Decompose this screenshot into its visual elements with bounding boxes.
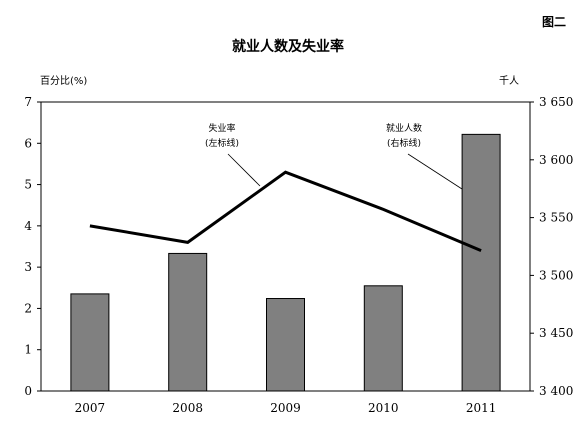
right-tick-label: 3 400: [539, 384, 573, 398]
left-tick-label: 4: [24, 219, 32, 233]
annotation-employment-line2: (右标线): [387, 137, 421, 149]
left-tick-label: 2: [24, 301, 32, 315]
annotation-employment-line1: 就业人数: [386, 122, 422, 134]
line-series-unemployment: [89, 170, 482, 253]
right-tick-label: 3 650: [539, 95, 573, 109]
bar-2011: [461, 133, 501, 392]
x-tick-label: 2008: [172, 401, 203, 415]
bars-layer: [70, 133, 501, 392]
annotation-unemployment-line1: 失业率: [208, 122, 235, 134]
annotation-unemployment-leader: [227, 153, 261, 187]
x-tick-label: 2009: [270, 401, 301, 415]
bar-2009: [266, 298, 305, 392]
right-tick-label: 3 450: [539, 326, 573, 340]
annotation-employment-leader: [407, 153, 463, 190]
left-axis-label: 百分比(%): [40, 75, 87, 87]
x-ticks-layer: 2007 2008 2009 2010 2011: [75, 401, 497, 415]
left-tick-label: 3: [24, 260, 32, 274]
bar-2007: [70, 293, 110, 392]
left-tick-label: 6: [24, 136, 32, 150]
left-tick-label: 1: [24, 343, 32, 357]
figure-label: 图二: [542, 15, 566, 29]
x-tick-label: 2010: [368, 401, 399, 415]
annotation-unemployment-line2: (左标线): [205, 137, 239, 149]
x-tick-label: 2011: [466, 401, 497, 415]
bar-2008: [168, 252, 208, 392]
left-tick-label: 0: [24, 384, 32, 398]
line-layer: [89, 170, 482, 253]
x-tick-label: 2007: [75, 401, 106, 415]
annotation-unemployment: 失业率 (左标线): [205, 122, 261, 187]
right-axis-label: 千人: [499, 75, 519, 87]
left-ticks-layer: 0 1 2 3 4 5 6 7: [24, 95, 41, 398]
right-ticks-layer: 3 400 3 450 3 500 3 550 3 600 3 650: [530, 95, 573, 398]
left-tick-label: 7: [24, 95, 32, 109]
right-tick-label: 3 500: [539, 268, 573, 282]
right-tick-label: 3 550: [539, 211, 573, 225]
bar-2010: [363, 285, 403, 392]
annotation-employment: 就业人数 (右标线): [386, 122, 463, 190]
left-tick-label: 5: [24, 178, 32, 192]
chart-title: 就业人数及失业率: [232, 38, 344, 55]
right-tick-label: 3 600: [539, 153, 573, 167]
